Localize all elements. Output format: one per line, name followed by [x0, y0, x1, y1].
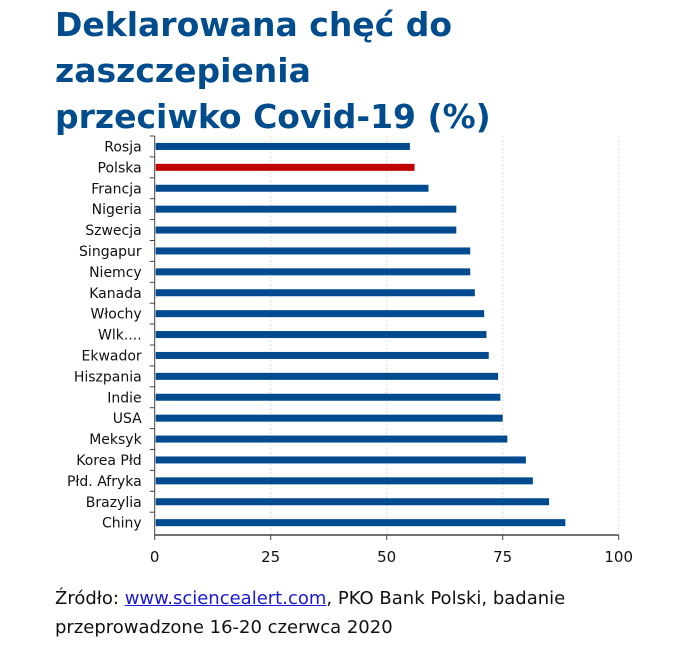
- category-label: Płd. Afryka: [67, 474, 142, 490]
- category-label: Szwecja: [85, 223, 141, 239]
- x-tick-label: 100: [604, 548, 633, 566]
- bar-brazylia: [155, 498, 550, 506]
- bar-ekwador: [155, 351, 489, 359]
- category-label: Chiny: [102, 516, 142, 532]
- source-prefix: Źródło:: [55, 588, 125, 609]
- bar-niemcy: [155, 268, 471, 276]
- bar-włochy: [155, 310, 485, 318]
- source-line-2: przeprowadzone 16-20 czerwca 2020: [55, 617, 393, 638]
- bar-wlk-: [155, 331, 487, 339]
- bar-chiny: [155, 519, 566, 527]
- bar-polska: [155, 163, 415, 171]
- category-label: Meksyk: [89, 432, 142, 448]
- category-label: USA: [113, 411, 142, 427]
- category-label: Hiszpania: [74, 369, 142, 385]
- category-label: Kanada: [89, 286, 141, 302]
- category-label: Włochy: [90, 307, 141, 323]
- category-label: Nigeria: [92, 202, 142, 218]
- bar-meksyk: [155, 435, 508, 443]
- chart-title-line-2: przeciwko Covid-19 (%): [55, 97, 491, 136]
- bar-nigeria: [155, 205, 457, 213]
- source-suffix: , PKO Bank Polski, badanie: [326, 588, 566, 609]
- bar-chart: 0 25 50 75 100 Rosja Polska Francja Nigeria Szwec…: [67, 135, 633, 566]
- chart-title-line-1: Deklarowana chęć do zaszczepienia: [55, 5, 453, 90]
- bar-singapur: [155, 247, 471, 255]
- bar-kanada: [155, 289, 475, 297]
- bar-indie: [155, 393, 501, 401]
- bar-usa: [155, 414, 503, 422]
- category-label: Polska: [98, 160, 142, 176]
- x-tick-label: 50: [377, 548, 396, 566]
- category-label: Wlk....: [98, 328, 142, 344]
- category-label: Niemcy: [89, 265, 142, 281]
- category-label: Ekwador: [81, 348, 141, 364]
- category-label: Indie: [107, 390, 141, 406]
- category-label: Brazylia: [86, 495, 142, 511]
- bar-rosja: [155, 142, 410, 150]
- bar-płd-afryka: [155, 477, 533, 485]
- category-label: Korea Płd: [76, 453, 141, 469]
- x-tick-label: 25: [261, 548, 280, 566]
- bar-hiszpania: [155, 372, 499, 380]
- category-label: Singapur: [79, 244, 142, 260]
- chart-title: Deklarowana chęć do zaszczepienia przeci…: [55, 2, 695, 140]
- source-note: Źródło: www.sciencealert.com, PKO Bank P…: [55, 584, 565, 642]
- x-tick-label: 75: [493, 548, 512, 566]
- category-label: Rosja: [104, 139, 141, 155]
- bar-korea-płd: [155, 456, 526, 464]
- x-tick-label: 0: [150, 548, 160, 566]
- category-label: Francja: [91, 181, 141, 197]
- bar-szwecja: [155, 226, 457, 234]
- bar-francja: [155, 184, 429, 192]
- source-link[interactable]: www.sciencealert.com: [124, 588, 327, 609]
